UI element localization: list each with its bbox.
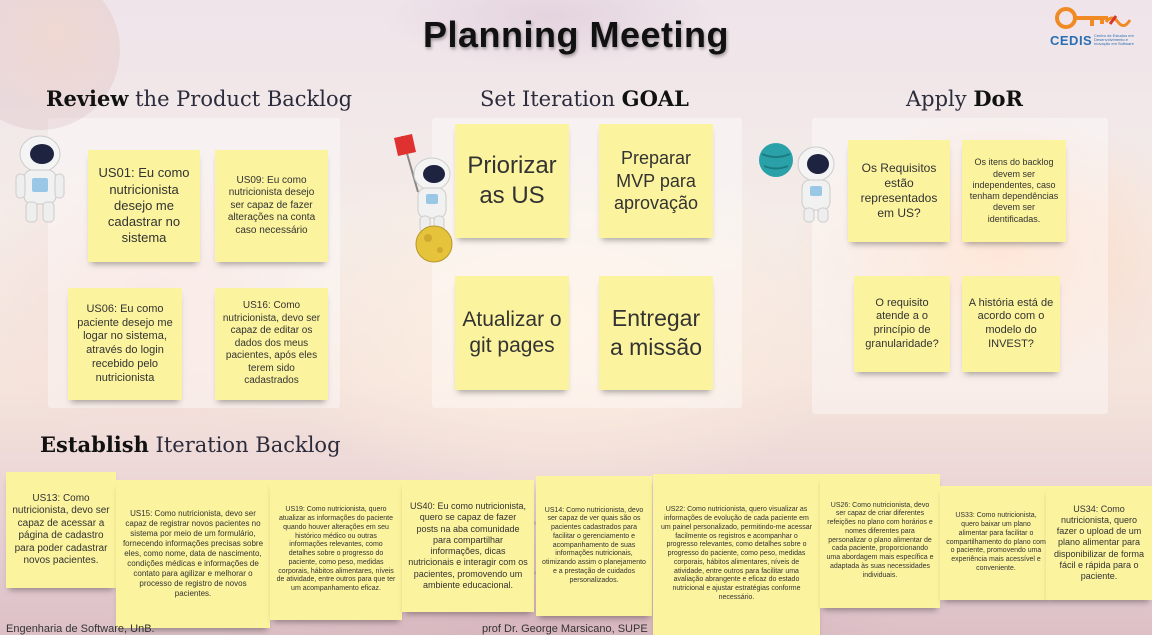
sticky-note-us01[interactable]: US01: Eu como nutricionista desejo me ca… [88,150,200,262]
sticky-note-goal-missao[interactable]: Entregar a missão [599,276,713,390]
page-title: Planning Meeting [422,14,729,55]
sticky-note-goal-priorizar[interactable]: Priorizar as US [455,124,569,238]
sticky-note-us40[interactable]: US40: Eu como nutricionista, quero se ca… [402,480,534,612]
sticky-note-dor-requisitos[interactable]: Os Requisitos estão representados em US? [848,140,950,242]
astronaut-flag-icon [394,134,453,263]
sticky-note-us33[interactable]: US33: Como nutricionista, quero baixar u… [940,486,1052,600]
sticky-note-dor-independentes[interactable]: Os itens do backlog devem ser independen… [962,140,1066,242]
heading-goal: Set Iteration GOAL [480,86,689,111]
heading-dor: Apply DoR [906,86,1023,111]
heading-review: Review the Product Backlog [46,86,353,111]
sticky-note-us14[interactable]: US14: Como nutricionista, devo ser capaz… [536,476,652,616]
sticky-note-goal-git-pages[interactable]: Atualizar o git pages [455,276,569,390]
sticky-note-dor-invest[interactable]: A história está de acordo com o modelo d… [962,276,1060,372]
sticky-note-us15[interactable]: US15: Como nutricionista, devo ser capaz… [116,480,270,628]
sticky-note-us09[interactable]: US09: Eu como nutricionista desejo ser c… [215,150,328,262]
footer-course: Engenharia de Software, UnB. [6,623,155,635]
sticky-note-us22[interactable]: US22: Como nutricionista, quero visualiz… [653,474,820,635]
astronaut-planet-icon [759,143,835,223]
sticky-note-us13[interactable]: US13: Como nutricionista, devo ser capaz… [6,472,116,588]
sticky-note-goal-mvp[interactable]: Preparar MVP para aprovação [599,124,713,238]
heading-backlog: Establish Iteration Backlog [40,432,341,457]
sticky-note-us34[interactable]: US34: Como nutricionista, quero fazer o … [1046,486,1152,600]
cedis-logo [1055,7,1132,29]
cedis-logo-subtitle: Centro de Estudos em Desenvolvimento e I… [1094,33,1134,46]
sticky-note-us06[interactable]: US06: Eu como paciente desejo me logar n… [68,288,182,400]
sticky-note-dor-granularidade[interactable]: O requisito atende a o princípio de gran… [854,276,950,372]
astronaut-icon [15,135,65,223]
sticky-note-us16[interactable]: US16: Como nutricionista, devo ser capaz… [215,288,328,400]
planet-decoration [380,0,720,70]
footer-professor: prof Dr. George Marsicano, SUPE [482,623,648,635]
sticky-note-us19[interactable]: US19: Como nutricionista, quero atualiza… [270,480,402,620]
sticky-note-us26[interactable]: US26: Como nutricionista, devo ser capaz… [820,474,940,608]
cedis-logo-text: CEDIS [1050,33,1093,48]
